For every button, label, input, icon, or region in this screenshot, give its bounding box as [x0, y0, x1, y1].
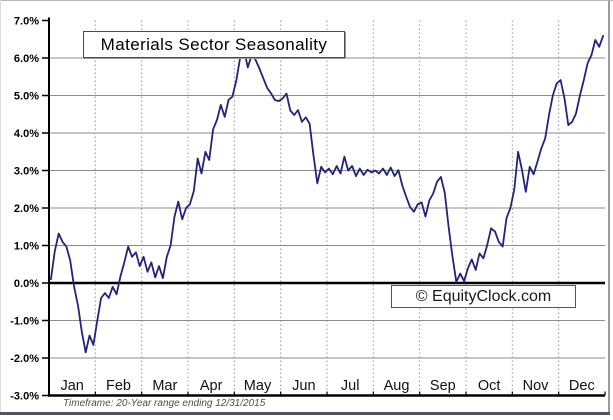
month-label: Aug	[384, 378, 410, 394]
y-tick-label: 5.0%	[14, 91, 39, 103]
month-label: May	[244, 378, 272, 394]
y-tick-label: 0.0%	[14, 278, 39, 290]
y-tick-label: 1.0%	[14, 241, 39, 253]
y-tick-label: 7.0%	[14, 16, 39, 28]
frame-border-bottom	[0, 412, 610, 415]
month-label: Mar	[152, 378, 177, 394]
chart-title: Materials Sector Seasonality	[100, 34, 328, 54]
y-tick-label: -3.0%	[10, 391, 39, 403]
frame-border-top	[0, 0, 613, 1]
y-tick-label: 6.0%	[14, 53, 39, 65]
seasonality-line	[50, 35, 604, 354]
timeframe-note: Timeframe: 20-Year range ending 12/31/20…	[63, 398, 266, 409]
month-label: Sep	[430, 378, 456, 394]
watermark-text: © EquityClock.com	[415, 287, 552, 305]
month-label: Jul	[341, 378, 360, 394]
watermark-box: © EquityClock.com	[391, 285, 576, 308]
y-tick-label: 3.0%	[14, 166, 39, 178]
y-tick-label: -2.0%	[10, 353, 39, 365]
month-label: Feb	[106, 378, 131, 394]
y-tick-label: 2.0%	[14, 203, 39, 215]
month-label: Jun	[292, 378, 315, 394]
chart-title-box: Materials Sector Seasonality	[83, 31, 345, 58]
month-label: Apr	[200, 378, 223, 394]
frame-border-right	[608, 1, 610, 415]
month-label: Oct	[478, 378, 501, 394]
month-label: Dec	[569, 378, 595, 394]
frame-border-left	[0, 0, 1, 415]
month-label: Jan	[60, 378, 83, 394]
y-tick-label: -1.0%	[10, 316, 39, 328]
y-tick-label: 4.0%	[14, 128, 39, 140]
month-label: Nov	[523, 378, 550, 394]
